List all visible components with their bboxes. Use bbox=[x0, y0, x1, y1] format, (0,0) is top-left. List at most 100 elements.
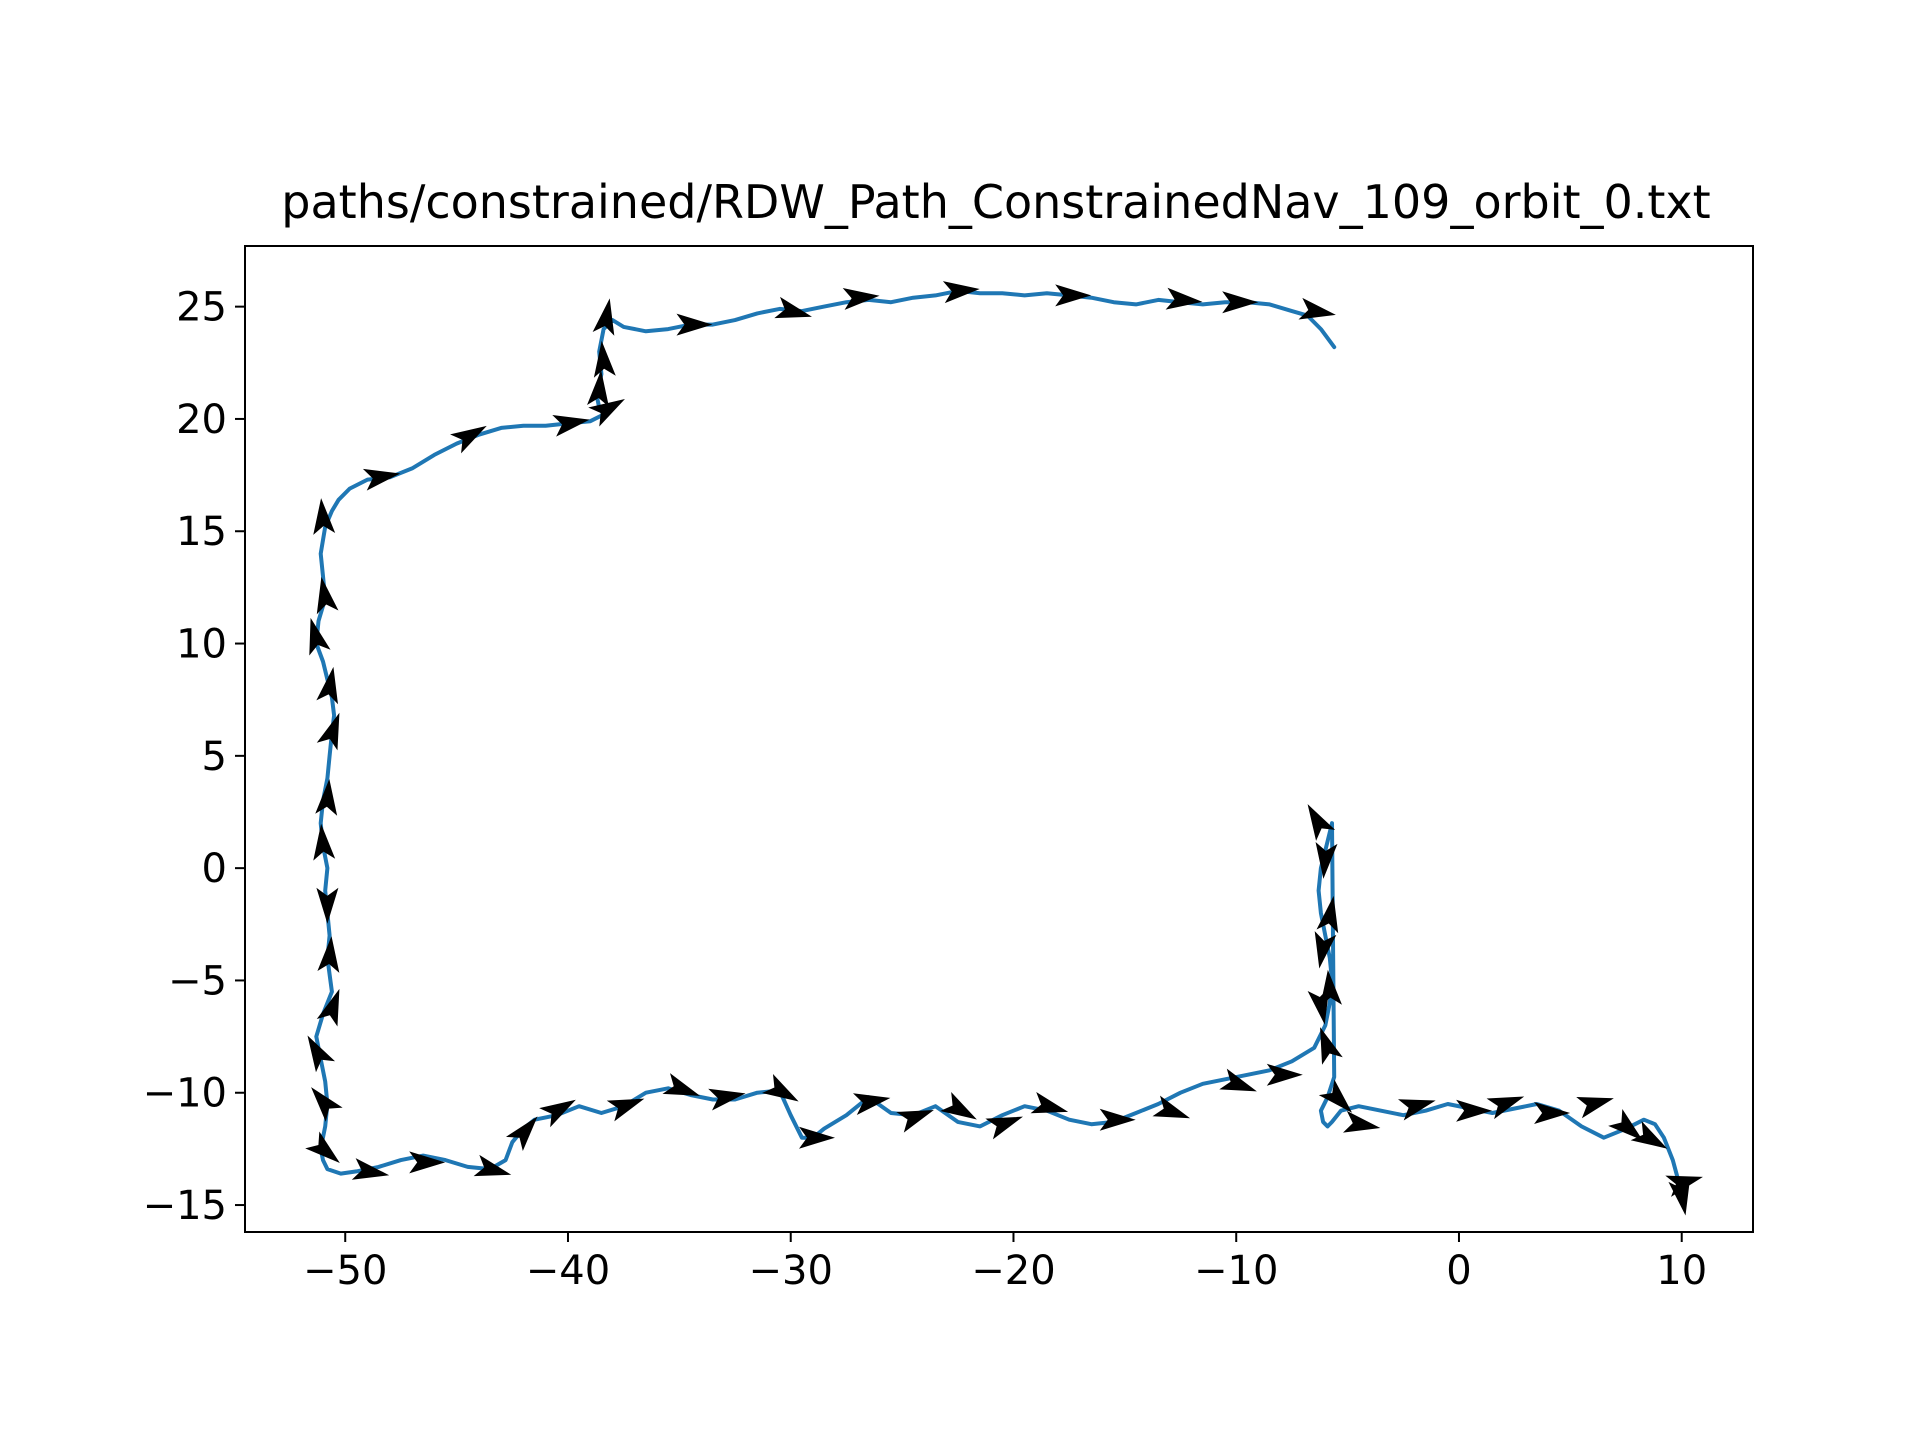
arrow-head bbox=[409, 1151, 446, 1174]
x-tick-label: 10 bbox=[1656, 1248, 1707, 1294]
arrow-head bbox=[311, 1087, 343, 1122]
direction-arrow bbox=[351, 1158, 390, 1180]
x-tick-label: −20 bbox=[971, 1248, 1055, 1294]
direction-arrow bbox=[1630, 1121, 1668, 1149]
arrow-head bbox=[1668, 1178, 1691, 1216]
direction-arrow bbox=[592, 298, 615, 336]
arrow-head bbox=[1608, 1108, 1643, 1141]
y-tick-label: −5 bbox=[168, 958, 227, 1004]
direction-arrow bbox=[315, 778, 338, 816]
plot-area bbox=[305, 281, 1703, 1216]
arrow-head bbox=[1307, 804, 1336, 841]
direction-arrow bbox=[985, 1116, 1023, 1140]
arrow-head bbox=[1398, 1099, 1436, 1121]
arrow-head bbox=[606, 1098, 645, 1122]
series-line-0 bbox=[314, 288, 1684, 1199]
arrow-head bbox=[552, 414, 590, 437]
arrow-head bbox=[1298, 297, 1336, 320]
direction-arrow bbox=[1486, 1096, 1525, 1120]
arrow-head bbox=[588, 399, 625, 427]
direction-arrow bbox=[311, 1087, 343, 1122]
y-tick-label: 10 bbox=[176, 622, 227, 668]
arrow-head bbox=[316, 988, 340, 1027]
arrow-head bbox=[362, 468, 401, 491]
direction-arrow bbox=[316, 887, 339, 924]
direction-arrow bbox=[539, 1099, 576, 1128]
direction-arrow bbox=[316, 712, 340, 751]
direction-arrow bbox=[842, 287, 880, 310]
direction-arrow bbox=[1316, 895, 1339, 934]
arrow-head bbox=[1152, 1095, 1191, 1119]
direction-arrow bbox=[307, 1035, 336, 1073]
arrow-head bbox=[316, 576, 339, 615]
x-tick-label: −30 bbox=[749, 1248, 833, 1294]
direction-arrow bbox=[473, 1154, 512, 1177]
direction-arrow bbox=[309, 617, 331, 656]
x-axis: −50 −40 −30 −20 −10 0 10 bbox=[303, 1232, 1707, 1294]
arrow-head bbox=[351, 1158, 390, 1180]
direction-arrow bbox=[313, 498, 336, 535]
arrow-head bbox=[842, 287, 880, 310]
direction-arrow bbox=[1343, 1110, 1381, 1133]
arrow-head bbox=[708, 1088, 746, 1111]
y-tick-label: 0 bbox=[202, 846, 227, 892]
x-tick-label: −50 bbox=[303, 1248, 387, 1294]
arrow-head bbox=[1486, 1096, 1525, 1120]
direction-arrow bbox=[317, 936, 340, 973]
direction-arrow bbox=[552, 414, 590, 437]
direction-arrow bbox=[940, 1091, 977, 1120]
direction-arrow bbox=[409, 1151, 446, 1174]
arrow-head bbox=[676, 313, 713, 336]
arrow-head bbox=[1219, 1068, 1257, 1092]
x-tick-label: −40 bbox=[526, 1248, 610, 1294]
arrow-head bbox=[1318, 1079, 1353, 1113]
series-layer bbox=[314, 288, 1684, 1199]
direction-arrow bbox=[1315, 841, 1338, 879]
arrow-head bbox=[539, 1099, 576, 1128]
arrow-head bbox=[593, 340, 616, 378]
direction-arrow bbox=[313, 823, 336, 861]
direction-arrow bbox=[896, 1109, 934, 1133]
y-tick-label: −10 bbox=[143, 1071, 227, 1117]
direction-arrow bbox=[362, 468, 401, 491]
direction-arrow bbox=[1398, 1099, 1436, 1121]
x-tick-label: −10 bbox=[1194, 1248, 1278, 1294]
arrow-head bbox=[1222, 291, 1259, 314]
arrow-head bbox=[313, 823, 336, 861]
direction-arrow bbox=[662, 1073, 701, 1096]
arrow-head bbox=[1456, 1099, 1493, 1122]
direction-arrow bbox=[1219, 1068, 1257, 1092]
direction-arrow bbox=[1099, 1108, 1136, 1131]
direction-arrow bbox=[606, 1098, 645, 1122]
arrow-head bbox=[1099, 1108, 1136, 1131]
arrow-head bbox=[1630, 1121, 1668, 1149]
direction-arrow bbox=[1576, 1096, 1614, 1119]
arrow-head bbox=[316, 666, 339, 705]
direction-arrow bbox=[676, 313, 713, 336]
direction-arrow bbox=[708, 1088, 746, 1111]
direction-arrow bbox=[1314, 931, 1337, 969]
arrow-head bbox=[1307, 987, 1330, 1025]
direction-arrow bbox=[1534, 1102, 1571, 1124]
direction-arrow bbox=[1608, 1108, 1643, 1141]
direction-arrow bbox=[1152, 1095, 1191, 1119]
arrow-head bbox=[592, 298, 615, 336]
direction-arrow bbox=[1266, 1063, 1303, 1086]
arrow-head bbox=[1320, 1027, 1343, 1065]
direction-arrow bbox=[761, 1073, 799, 1102]
direction-arrow bbox=[316, 988, 340, 1027]
arrow-head bbox=[1343, 1110, 1381, 1133]
arrow-head bbox=[587, 370, 609, 407]
y-tick-label: −15 bbox=[143, 1183, 227, 1229]
arrow-head bbox=[985, 1116, 1023, 1140]
arrow-head bbox=[1030, 1091, 1069, 1114]
arrow-head bbox=[450, 425, 487, 454]
y-tick-label: 15 bbox=[176, 509, 227, 555]
direction-arrow bbox=[1456, 1099, 1493, 1122]
arrow-head bbox=[307, 1035, 336, 1073]
direction-arrow bbox=[505, 1116, 538, 1151]
direction-arrow bbox=[853, 1093, 891, 1115]
arrow-head bbox=[761, 1073, 799, 1102]
axes-frame bbox=[244, 245, 1754, 1233]
